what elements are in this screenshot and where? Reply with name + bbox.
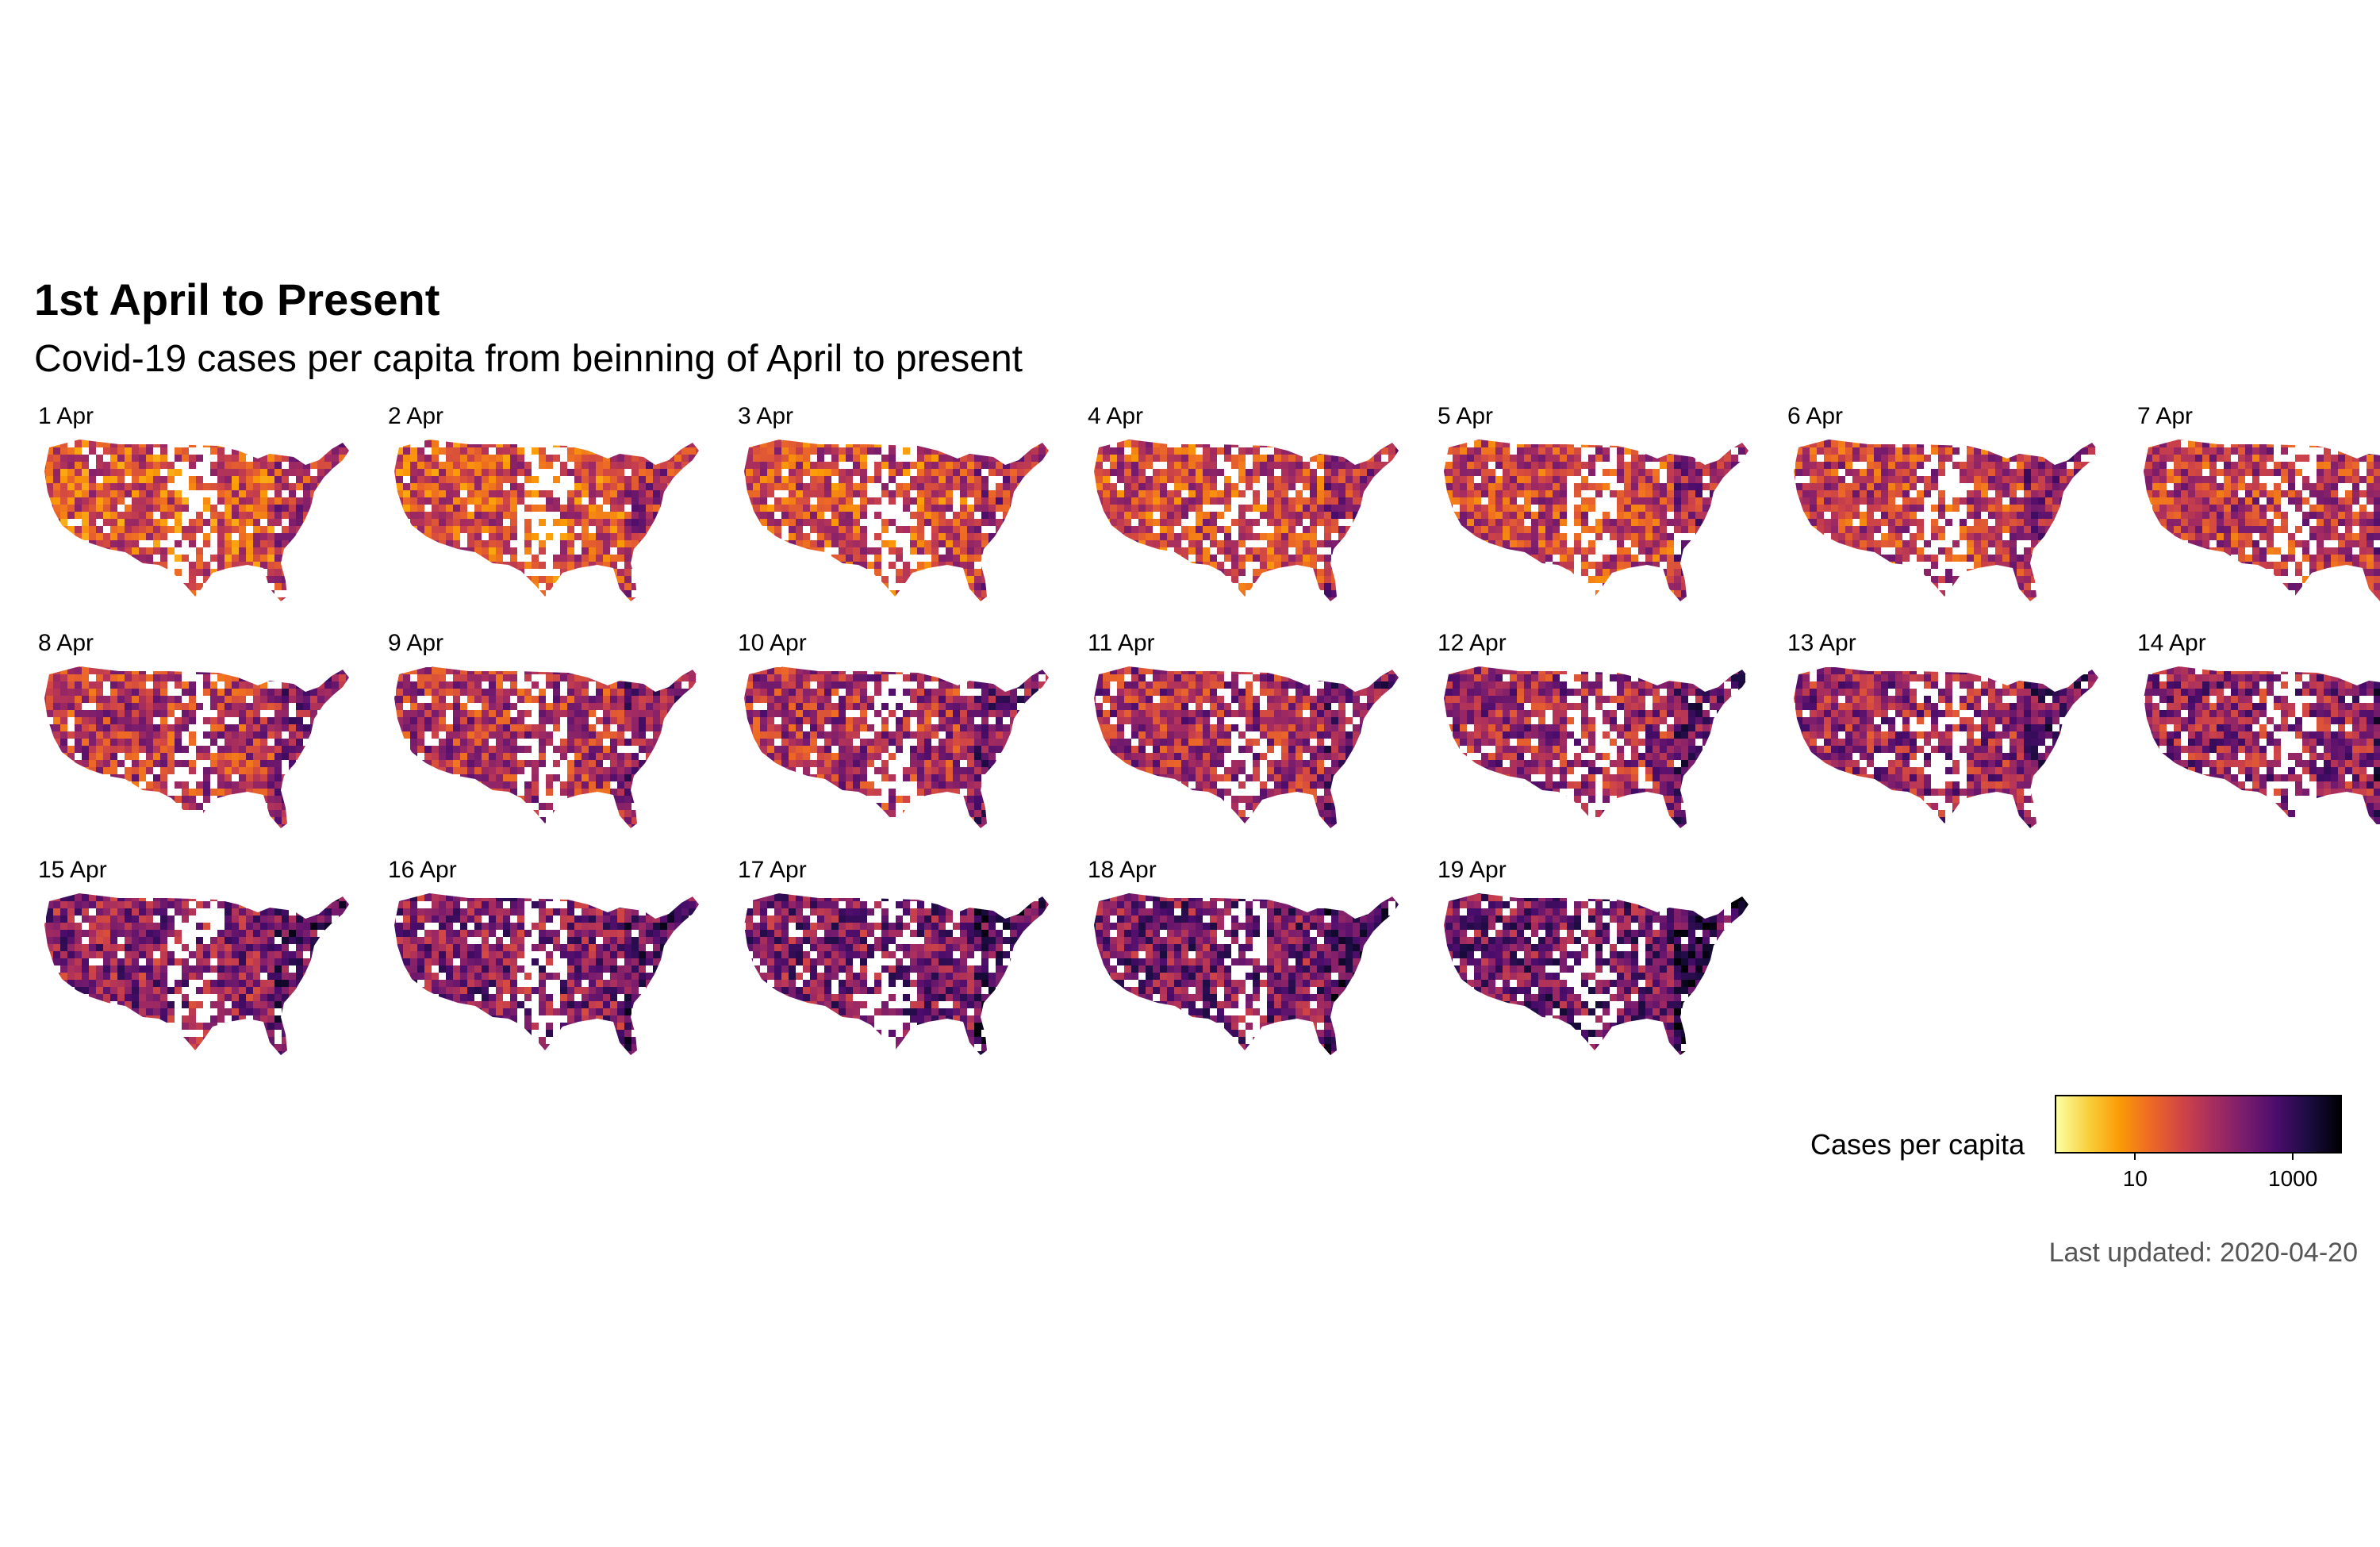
us-county-map <box>1444 893 1749 1055</box>
county-cells <box>44 440 349 601</box>
chart-subtitle: Covid-19 cases per capita from beinning … <box>34 337 1023 381</box>
facet-label: 11 Apr <box>1088 630 1155 657</box>
us-county-map <box>1444 666 1749 828</box>
facet-panel: 6 Apr <box>1781 403 2114 617</box>
county-cells <box>744 666 1049 828</box>
facet-label: 18 Apr <box>1088 857 1157 884</box>
facet-panel: 16 Apr <box>382 857 715 1071</box>
county-cells <box>394 666 699 828</box>
facet-panel: 7 Apr <box>2131 403 2380 617</box>
facet-panel: 10 Apr <box>731 630 1065 844</box>
facet-panel: 13 Apr <box>1781 630 2114 844</box>
us-county-map <box>1094 893 1399 1055</box>
facet-panel: 9 Apr <box>382 630 715 844</box>
chart-title: 1st April to Present <box>34 274 440 325</box>
facet-panel: 4 Apr <box>1081 403 1415 617</box>
facet-panel: 1 Apr <box>32 403 365 617</box>
county-cells <box>2144 666 2380 828</box>
facet-label: 13 Apr <box>1787 630 1856 657</box>
legend-title: Cases per capita <box>1810 1128 2025 1161</box>
us-county-map <box>1094 666 1399 828</box>
facet-label: 2 Apr <box>388 403 443 430</box>
facet-label: 9 Apr <box>388 630 443 657</box>
facet-label: 16 Apr <box>388 857 457 884</box>
facet-panel: 12 Apr <box>1431 630 1764 844</box>
facet-label: 7 Apr <box>2137 403 2193 430</box>
last-updated-caption: Last updated: 2020-04-20 <box>2049 1238 2358 1269</box>
us-county-map <box>1444 440 1749 601</box>
county-cells <box>44 893 349 1055</box>
facet-label: 5 Apr <box>1438 403 1493 430</box>
facet-panel: 14 Apr <box>2131 630 2380 844</box>
facet-panel: 8 Apr <box>32 630 365 844</box>
us-county-map <box>2144 440 2380 601</box>
county-cells <box>394 893 699 1055</box>
county-cells <box>744 440 1049 601</box>
us-county-map <box>44 893 349 1055</box>
us-county-map <box>394 666 699 828</box>
legend-tick-mark <box>2292 1154 2294 1160</box>
facet-grid: 1 Apr 2 Apr 3 Apr 4 Apr 5 Apr 6 Apr 7 Apr 8 Apr… <box>32 403 2380 1055</box>
us-county-map <box>44 666 349 828</box>
facet-label: 3 Apr <box>738 403 793 430</box>
us-county-map <box>1094 440 1399 601</box>
county-cells <box>1444 893 1749 1055</box>
facet-panel: 17 Apr <box>731 857 1065 1071</box>
facet-label: 1 Apr <box>38 403 94 430</box>
county-cells <box>2144 440 2380 601</box>
county-cells <box>744 893 1049 1055</box>
facet-panel: 15 Apr <box>32 857 365 1071</box>
facet-label: 8 Apr <box>38 630 94 657</box>
facet-label: 6 Apr <box>1787 403 1843 430</box>
us-county-map <box>394 440 699 601</box>
facet-panel: 11 Apr <box>1081 630 1415 844</box>
facet-label: 19 Apr <box>1438 857 1507 884</box>
us-county-map <box>44 440 349 601</box>
facet-panel: 5 Apr <box>1431 403 1764 617</box>
legend-colorbar <box>2055 1095 2342 1154</box>
facet-panel: 18 Apr <box>1081 857 1415 1071</box>
us-county-map <box>744 666 1049 828</box>
us-county-map <box>744 893 1049 1055</box>
us-county-map <box>1794 666 2098 828</box>
county-cells <box>394 440 699 601</box>
legend-tick-label: 10 <box>2123 1166 2148 1192</box>
county-cells <box>1094 666 1399 828</box>
legend-tick-label: 1000 <box>2268 1166 2317 1192</box>
county-cells <box>44 666 349 828</box>
legend-tick-mark <box>2134 1154 2136 1160</box>
us-county-map <box>394 893 699 1055</box>
facet-panel: 3 Apr <box>731 403 1065 617</box>
facet-label: 4 Apr <box>1088 403 1143 430</box>
us-county-map <box>744 440 1049 601</box>
facet-label: 17 Apr <box>738 857 807 884</box>
county-cells <box>1094 893 1399 1055</box>
county-cells <box>1444 666 1749 828</box>
county-cells <box>1794 666 2098 828</box>
facet-label: 14 Apr <box>2137 630 2206 657</box>
facet-label: 15 Apr <box>38 857 107 884</box>
facet-label: 12 Apr <box>1438 630 1507 657</box>
facet-label: 10 Apr <box>738 630 807 657</box>
us-county-map <box>2144 666 2380 828</box>
county-cells <box>1094 440 1399 601</box>
facet-panel: 2 Apr <box>382 403 715 617</box>
county-cells <box>1794 440 2098 601</box>
facet-panel: 19 Apr <box>1431 857 1764 1071</box>
county-cells <box>1444 440 1749 601</box>
us-county-map <box>1794 440 2098 601</box>
